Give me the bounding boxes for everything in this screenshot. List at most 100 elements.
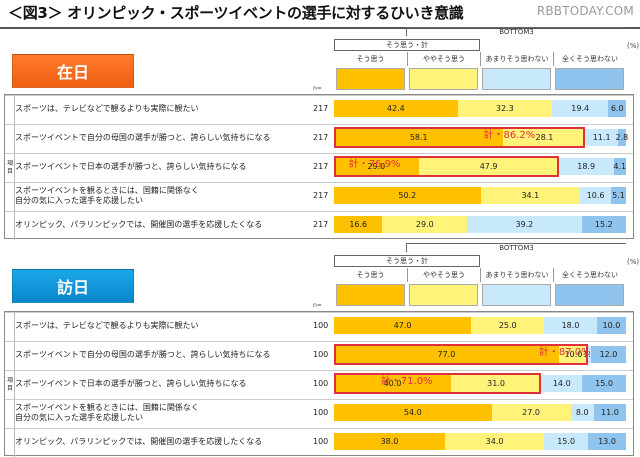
row-label: スポーツイベントで自分の母国の選手が勝つと、誇らしい気持ちになる: [15, 132, 271, 142]
bar-segment-1: 29.0: [334, 158, 419, 175]
bar-segment-1: 54.0: [334, 404, 492, 421]
row-label: スポーツは、テレビなどで観るよりも実際に観たい: [15, 103, 199, 113]
table-row: [5, 341, 633, 370]
row-label: スポーツイベントで日本の選手が勝つと、誇らしい気持ちになる: [15, 378, 247, 388]
unit-label: (%): [627, 42, 640, 50]
bar-segment-2: 47.9: [418, 158, 559, 175]
top2-header: そう思う・計: [334, 255, 480, 267]
bar-segment-4: 4.1: [613, 158, 626, 175]
top2-total-label: 計・76.9%: [348, 159, 401, 170]
item-separator: [14, 312, 15, 457]
row-label: オリンピック、パラリンピックでは、開催国の選手を応援したくなる: [15, 219, 263, 229]
bottom3-header: BOTTOM3: [406, 243, 626, 252]
table-row: [5, 312, 633, 341]
top2-total-label: 計・87.0%: [538, 347, 591, 358]
top2-highlight-box: [334, 344, 589, 365]
top2-header: そう思う・計: [334, 39, 480, 51]
bar-segment-4: 13.0: [588, 433, 626, 450]
bar-segment-4: 6.0: [608, 100, 626, 117]
table-row: [5, 399, 633, 428]
row-n: 217: [313, 103, 329, 113]
bar-segment-2: 34.1: [480, 187, 581, 204]
title-rule: [0, 27, 640, 29]
bar-segment-3: 1.0: [583, 346, 596, 363]
table-row: [5, 182, 633, 211]
category-header-1: そう思う: [356, 55, 385, 63]
group-badge-visitor: 訪日: [12, 269, 134, 303]
legend-swatch-2: [409, 284, 478, 306]
row-n: 100: [313, 378, 329, 388]
bar-segment-1: 58.1: [334, 129, 504, 146]
bar-segment-1: 77.0: [334, 346, 559, 363]
bar-segment-3: 39.2: [467, 216, 582, 233]
bar-segment-2: 29.0: [382, 216, 468, 233]
table-row: [5, 124, 633, 153]
bar-segment-4: 15.0: [582, 375, 626, 392]
bar-segment-2: 32.3: [457, 100, 552, 117]
bar-segment-2: 28.1: [503, 129, 586, 146]
row-n: 100: [313, 349, 329, 359]
bar-segment-3: 10.6: [580, 187, 612, 204]
row-n: 217: [313, 161, 329, 171]
chart-title: ＜図3＞ オリンピック・スポーツイベントの選手に対するひいき意識: [8, 4, 464, 22]
top2-highlight-box: [334, 127, 586, 148]
row-label: スポーツイベントで自分の母国の選手が勝つと、誇らしい気持ちになる: [15, 349, 271, 359]
legend-swatch-1: [336, 68, 405, 90]
category-header-4: 全くそう思わない: [553, 268, 626, 282]
bottom3-header: BOTTOM3: [406, 27, 626, 36]
table-rows: 項目: [4, 94, 634, 240]
top2-highlight-box: [334, 373, 542, 394]
table-row: [5, 370, 633, 399]
category-header-1: そう思う: [356, 271, 385, 279]
item-separator: [14, 95, 15, 240]
top2-total-label: 計・86.2%: [483, 130, 536, 141]
category-header-2: ややそう思う: [407, 268, 480, 282]
legend-swatch-4: [555, 284, 624, 306]
n-label: n=: [313, 302, 322, 309]
row-label: スポーツイベントを観るときには、国籍に関係なく 自分の気に入った選手を応援したい: [15, 185, 199, 205]
bar-segment-4: 11.0: [593, 404, 626, 421]
bar-segment-1: 47.0: [334, 317, 472, 334]
bar-segment-3: 18.9: [558, 158, 614, 175]
legend-swatch-3: [482, 284, 551, 306]
bar-segment-3: 8.0: [570, 404, 594, 421]
bar-segment-4: 12.0: [590, 346, 626, 363]
top2-highlight-box: [334, 156, 559, 177]
item-label: 項目: [6, 376, 13, 392]
bar-segment-1: 38.0: [334, 433, 445, 450]
watermark: RBBTODAY.COM: [536, 4, 634, 18]
unit-label: (%): [627, 258, 640, 266]
category-header-2: ややそう思う: [407, 52, 480, 66]
bar-segment-4: 10.0: [596, 317, 626, 334]
table-row: [5, 211, 633, 240]
bar-segment-2: 27.0: [491, 404, 571, 421]
bar-segment-4: 5.1: [611, 187, 626, 204]
row-n: 217: [313, 132, 329, 142]
row-n: 217: [313, 190, 329, 200]
row-label: スポーツイベントで日本の選手が勝つと、誇らしい気持ちになる: [15, 161, 247, 171]
table-row: [5, 153, 633, 182]
bar-segment-3: 15.0: [544, 433, 589, 450]
bar-segment-4: 2.8: [616, 129, 628, 146]
row-n: 100: [313, 320, 329, 330]
category-header-3: あまりそう思わない: [480, 52, 553, 66]
bar-segment-2: 31.0: [450, 375, 542, 392]
item-label: 項目: [6, 159, 13, 175]
row-label: スポーツは、テレビなどで観るよりも実際に観たい: [15, 320, 199, 330]
bar-segment-1: 42.4: [334, 100, 458, 117]
category-header-3: あまりそう思わない: [480, 268, 553, 282]
table-row: [5, 428, 633, 457]
bar-segment-4: 15.2: [581, 216, 626, 233]
bar-segment-2: 10.0: [558, 346, 589, 363]
row-label: オリンピック、パラリンピックでは、開催国の選手を応援したくなる: [15, 436, 263, 446]
legend-swatch-1: [336, 284, 405, 306]
legend-swatch-2: [409, 68, 478, 90]
row-n: 100: [313, 436, 329, 446]
bar-segment-1: 40.0: [334, 375, 451, 392]
bar-segment-3: 19.4: [551, 100, 609, 117]
bar-segment-3: 11.1: [585, 129, 618, 146]
bar-segment-1: 50.2: [334, 187, 481, 204]
legend-swatch-4: [555, 68, 624, 90]
row-n: 100: [313, 407, 329, 417]
category-header-4: 全くそう思わない: [553, 52, 626, 66]
